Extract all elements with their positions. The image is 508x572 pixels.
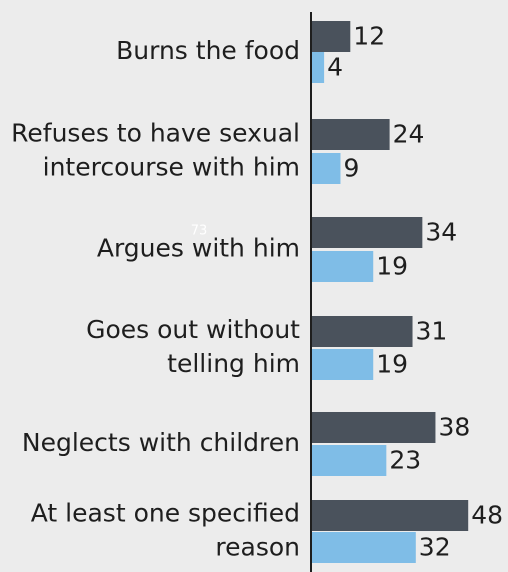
bar-dark-0 [311, 21, 351, 52]
category-label-3-0: Goes out without [86, 315, 300, 344]
category-label-1-1: intercourse with him [43, 153, 300, 182]
bar-light-5 [311, 532, 416, 563]
bar-light-3 [311, 349, 374, 380]
bar-light-4 [311, 445, 387, 476]
value-label-light-4: 23 [389, 446, 421, 475]
bar-dark-2 [311, 217, 423, 248]
value-label-dark-4: 38 [438, 413, 470, 442]
category-label-4-0: Neglects with children [22, 428, 300, 457]
value-label-dark-0: 12 [353, 22, 385, 51]
value-label-dark-3: 31 [416, 317, 448, 346]
value-label-light-5: 32 [419, 533, 451, 562]
category-label-2-0: Argues with him [97, 234, 300, 263]
bar-light-0 [311, 52, 325, 83]
value-label-light-0: 4 [327, 53, 343, 82]
bar-dark-5 [311, 500, 469, 531]
bar-dark-4 [311, 412, 436, 443]
category-label-0-0: Burns the food [116, 36, 300, 65]
category-label-1-0: Refuses to have sexual [11, 119, 300, 148]
bar-light-2 [311, 251, 374, 282]
value-label-light-2: 19 [376, 252, 408, 281]
value-label-dark-1: 24 [393, 120, 425, 149]
category-label-5-0: At least one specified [31, 499, 300, 528]
bar-dark-3 [311, 316, 413, 347]
stray-mark-text: 73 [191, 224, 208, 239]
bar-light-1 [311, 153, 341, 184]
category-label-5-1: reason [215, 533, 300, 562]
value-label-dark-5: 48 [471, 501, 503, 530]
bar-dark-1 [311, 119, 390, 150]
category-label-3-1: telling him [167, 349, 300, 378]
value-label-light-1: 9 [343, 154, 359, 183]
value-label-dark-2: 34 [425, 218, 457, 247]
value-label-light-3: 19 [376, 350, 408, 379]
